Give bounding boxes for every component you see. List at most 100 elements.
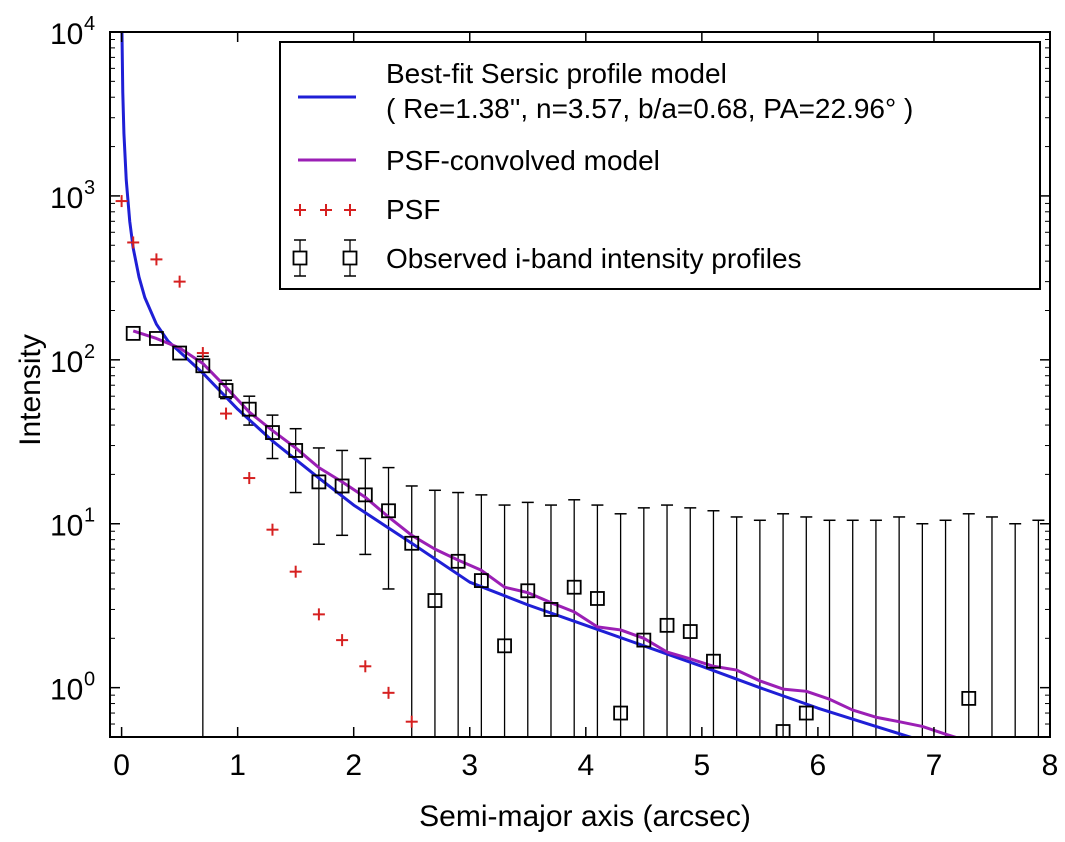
error-bar <box>916 522 929 737</box>
y-tick-label-exponent: 1 <box>84 505 95 527</box>
x-axis-title: Semi-major axis (arcsec) <box>419 800 751 833</box>
psf-point <box>359 660 372 673</box>
error-bar <box>359 457 372 556</box>
error-bar <box>196 355 209 737</box>
observed-point <box>520 583 536 599</box>
legend-psf-point <box>320 204 332 216</box>
error-bar <box>962 513 975 737</box>
series-layer <box>115 32 1045 737</box>
x-tick-label: 0 <box>113 749 130 782</box>
observed-point <box>427 593 443 608</box>
error-bar <box>869 519 882 737</box>
error-bar <box>312 447 325 545</box>
observed-point <box>636 632 652 648</box>
error-bar <box>1032 519 1045 737</box>
error-bar <box>405 485 418 737</box>
y-tick-label-exponent: 2 <box>84 341 95 363</box>
observed-point <box>195 358 211 374</box>
y-tick-label: 10 <box>50 346 83 379</box>
error-bar <box>777 513 790 737</box>
error-bar <box>800 516 813 737</box>
error-bar <box>591 504 604 737</box>
observed-markers <box>125 325 977 737</box>
y-tick-label: 10 <box>50 18 83 51</box>
x-tick-label: 5 <box>694 749 711 782</box>
observed-point <box>125 325 141 341</box>
observed-point <box>590 591 605 606</box>
x-tick-label: 3 <box>461 749 478 782</box>
y-tick-label-exponent: 0 <box>84 669 95 691</box>
observed-point <box>357 487 373 503</box>
observed-point <box>241 401 257 417</box>
error-bar <box>753 519 766 737</box>
psf-point <box>382 686 395 699</box>
observed-point <box>706 653 721 669</box>
psf-point <box>150 253 163 266</box>
legend-square <box>342 250 358 266</box>
observed-point <box>311 474 327 490</box>
error-bar <box>707 510 720 737</box>
psf-point <box>127 236 140 249</box>
legend: Best-fit Sersic profile model ( Re=1.38'… <box>279 41 1041 290</box>
psf-point <box>336 634 349 647</box>
y-tick-label-exponent: 4 <box>84 13 95 35</box>
observed-point <box>613 705 629 721</box>
y-tick-label: 10 <box>50 510 83 543</box>
x-tick-label: 6 <box>810 749 827 782</box>
psf-point <box>115 195 128 208</box>
error-bar <box>452 491 465 737</box>
psf-point <box>243 472 256 485</box>
observed-point <box>218 383 234 398</box>
error-bar <box>637 507 650 737</box>
observed-point <box>543 602 559 617</box>
psf-point <box>266 523 279 536</box>
error-bar <box>266 414 279 460</box>
observed-point <box>473 573 489 588</box>
error-bar <box>614 513 627 737</box>
legend-psf-point <box>344 204 356 216</box>
legend-frame <box>279 41 1041 290</box>
x-tick-label: 8 <box>1042 749 1059 782</box>
error-bar <box>684 507 697 737</box>
error-bar <box>568 499 581 737</box>
legend-label-psf: PSF <box>386 194 440 225</box>
error-bar <box>475 494 488 737</box>
error-bar <box>544 504 557 737</box>
observed-point <box>288 443 304 458</box>
observed-point <box>149 331 164 346</box>
error-bar <box>428 489 441 737</box>
x-tick-label: 1 <box>229 749 246 782</box>
legend-observed-point <box>342 239 358 277</box>
legend-observed-point <box>292 239 308 277</box>
legend-psf-point <box>294 204 306 216</box>
psf-markers <box>115 195 418 728</box>
observed-point <box>172 345 188 361</box>
x-tick-label: 7 <box>926 749 943 782</box>
y-tick-label: 10 <box>50 182 83 215</box>
error-bar <box>893 516 906 737</box>
psf-point <box>289 565 302 578</box>
error-bar <box>730 516 743 737</box>
y-tick-label: 10 <box>50 674 83 707</box>
error-bar <box>521 501 534 737</box>
error-bar <box>498 504 511 737</box>
legend-label-sersic: Best-fit Sersic profile model <box>386 58 727 89</box>
legend-label-psf-convolved: PSF-convolved model <box>386 145 660 176</box>
error-bar <box>939 519 952 737</box>
observed-point <box>566 579 582 595</box>
observed-point <box>775 724 791 737</box>
y-tick-label-exponent: 3 <box>84 177 95 199</box>
error-bar <box>985 516 998 737</box>
error-bar <box>1009 522 1022 737</box>
psf-point <box>196 347 209 360</box>
observed-point <box>450 553 466 569</box>
x-tick-label: 2 <box>345 749 362 782</box>
legend-label-observed: Observed i-band intensity profiles <box>386 243 802 274</box>
psf-point <box>173 275 186 288</box>
y-axis-title: Intensity <box>14 334 47 446</box>
psf-point <box>405 715 418 728</box>
observed-point <box>961 690 977 706</box>
psf-point <box>312 608 325 621</box>
